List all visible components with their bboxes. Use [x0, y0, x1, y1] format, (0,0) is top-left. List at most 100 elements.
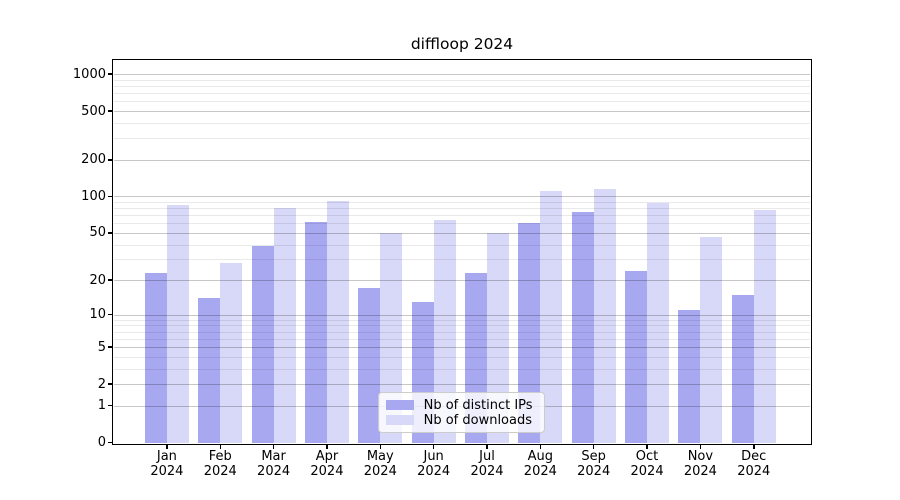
- x-tick-dec: [753, 445, 755, 449]
- major-gridline-200: [113, 159, 811, 161]
- bar-downloads-apr: [326, 200, 349, 443]
- legend-swatch-distinct-ips: [385, 400, 414, 411]
- major-gridline-500: [113, 111, 811, 113]
- month-label: Feb: [208, 448, 232, 464]
- year-label: 2024: [417, 464, 451, 479]
- major-gridline-50: [113, 232, 811, 234]
- month-label: Aug: [527, 448, 554, 464]
- bar-distinct-ips-sep: [571, 211, 594, 443]
- year-label: 2024: [203, 464, 237, 479]
- y-tick-label-50: 50: [89, 225, 106, 241]
- x-tick-jan: [166, 445, 168, 449]
- minor-gridline-60: [113, 223, 811, 225]
- x-tick-label-nov: Nov 2024: [672, 449, 728, 480]
- bar-downloads-feb: [220, 263, 243, 443]
- x-tick-label-apr: Apr 2024: [299, 449, 355, 480]
- x-tick-label-mar: Mar 2024: [246, 449, 302, 480]
- year-label: 2024: [630, 464, 664, 479]
- y-tick-label-10: 10: [89, 307, 106, 323]
- x-tick-jul: [486, 445, 488, 449]
- bar-downloads-oct: [647, 202, 670, 443]
- minor-gridline-3: [113, 368, 811, 370]
- month-label: Oct: [635, 448, 659, 464]
- year-label: 2024: [150, 464, 184, 479]
- major-gridline-20: [113, 280, 811, 282]
- x-tick-sep: [592, 445, 595, 449]
- legend-swatch-downloads: [385, 415, 414, 426]
- minor-gridline-9: [113, 319, 811, 321]
- minor-gridline-4: [113, 356, 811, 358]
- legend: Nb of distinct IPs Nb of downloads: [377, 391, 545, 433]
- year-label: 2024: [257, 464, 291, 479]
- x-tick-aug: [539, 445, 542, 449]
- minor-gridline-30: [113, 259, 811, 261]
- minor-gridline-600: [113, 101, 811, 103]
- y-tick-label-0: 0: [97, 435, 106, 451]
- bar-downloads-dec: [753, 209, 776, 443]
- bar-distinct-ips-feb: [198, 298, 221, 443]
- bar-downloads-jul: [486, 232, 509, 443]
- y-tick-label-2: 2: [97, 376, 106, 392]
- y-tick-label-5: 5: [97, 339, 106, 355]
- year-label: 2024: [363, 464, 397, 479]
- y-tick-label-500: 500: [81, 103, 106, 119]
- bar-distinct-ips-jan: [144, 273, 167, 443]
- y-tick-500: [108, 110, 113, 112]
- bar-downloads-nov: [700, 237, 723, 443]
- y-tick-label-1: 1: [97, 398, 106, 414]
- major-gridline-10: [113, 314, 811, 316]
- major-gridline-1000: [113, 74, 811, 76]
- plot-frame: [112, 59, 812, 445]
- year-label: 2024: [737, 464, 771, 479]
- x-tick-label-may: May 2024: [352, 449, 408, 480]
- x-tick-label-jun: Jun 2024: [406, 449, 462, 480]
- minor-gridline-6: [113, 338, 811, 340]
- x-tick-oct: [646, 445, 648, 449]
- month-label: Jul: [479, 448, 495, 464]
- minor-gridline-8: [113, 325, 811, 327]
- legend-label-downloads: Nb of downloads: [423, 412, 532, 428]
- y-tick-5: [108, 346, 113, 348]
- month-label: Nov: [687, 448, 714, 464]
- month-label: May: [366, 448, 394, 464]
- month-label: Mar: [261, 448, 286, 464]
- bar-downloads-mar: [273, 208, 296, 443]
- minor-gridline-700: [113, 93, 811, 95]
- bar-distinct-ips-nov: [678, 310, 701, 443]
- bar-downloads-jun: [433, 219, 456, 443]
- minor-gridline-900: [113, 79, 811, 81]
- month-label: Sep: [581, 448, 606, 464]
- y-tick-200: [108, 159, 113, 161]
- minor-gridline-90: [113, 202, 811, 204]
- y-tick-20: [108, 279, 113, 281]
- year-label: 2024: [523, 464, 557, 479]
- x-tick-label-dec: Dec 2024: [726, 449, 782, 480]
- major-gridline-100: [113, 196, 811, 198]
- minor-gridline-70: [113, 215, 811, 217]
- x-tick-apr: [326, 445, 328, 449]
- y-tick-0: [108, 441, 113, 444]
- bar-distinct-ips-dec: [731, 294, 754, 443]
- x-tick-label-jul: Jul 2024: [459, 449, 515, 480]
- legend-item-distinct-ips: Nb of distinct IPs: [385, 398, 536, 413]
- month-label: Apr: [315, 448, 339, 464]
- bar-distinct-ips-mar: [251, 245, 274, 443]
- bar-downloads-may: [380, 232, 403, 443]
- x-tick-jun: [432, 445, 435, 449]
- y-tick-label-20: 20: [89, 272, 106, 288]
- legend-item-downloads: Nb of downloads: [385, 412, 536, 428]
- month-label: Dec: [741, 448, 767, 464]
- y-tick-label-200: 200: [81, 152, 106, 168]
- month-label: Jun: [423, 448, 444, 464]
- minor-gridline-400: [113, 122, 811, 124]
- x-tick-may: [379, 445, 382, 449]
- plot-area: Nb of distinct IPs Nb of downloads: [113, 61, 811, 444]
- x-tick-label-jan: Jan 2024: [139, 449, 195, 480]
- bar-downloads-jan: [166, 205, 189, 443]
- chart-title: diffloop 2024: [410, 35, 514, 53]
- x-tick-mar: [272, 445, 275, 449]
- x-tick-label-sep: Sep 2024: [566, 449, 622, 480]
- x-tick-label-feb: Feb 2024: [192, 449, 248, 480]
- minor-gridline-80: [113, 208, 811, 210]
